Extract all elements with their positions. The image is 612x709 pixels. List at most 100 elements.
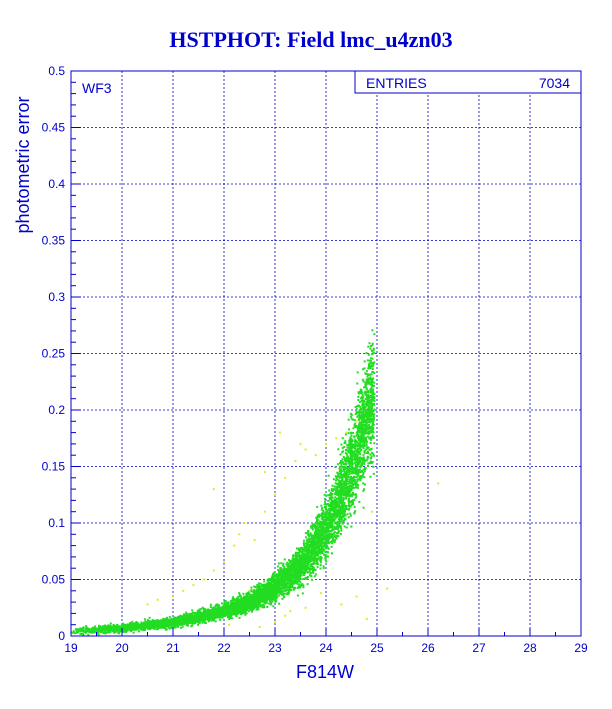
data-point — [296, 594, 299, 597]
data-point — [361, 464, 363, 467]
data-point — [250, 590, 253, 593]
data-point — [363, 445, 366, 448]
data-point — [344, 457, 346, 460]
data-point — [371, 385, 374, 388]
data-point — [279, 587, 282, 590]
data-point — [322, 509, 325, 512]
data-point — [369, 399, 371, 402]
data-point — [326, 546, 329, 549]
data-point — [158, 622, 161, 625]
data-point — [125, 629, 128, 631]
data-point — [371, 451, 374, 454]
data-point — [373, 454, 376, 457]
data-point — [362, 473, 365, 476]
data-point — [249, 608, 252, 611]
data-point — [211, 610, 214, 613]
data-point — [326, 538, 328, 541]
data-point — [318, 556, 321, 559]
data-point — [362, 439, 365, 442]
data-point — [370, 447, 373, 450]
data-point — [349, 436, 352, 439]
data-point — [362, 506, 365, 509]
data-point — [354, 445, 357, 448]
data-point — [267, 591, 270, 594]
data-point — [363, 470, 366, 473]
data-point — [345, 473, 348, 476]
data-point — [296, 577, 299, 580]
data-point — [321, 513, 324, 516]
data-point — [310, 537, 313, 539]
data-point — [343, 525, 346, 528]
data-point — [359, 460, 362, 463]
data-point — [236, 613, 239, 616]
data-point — [369, 408, 372, 411]
data-point — [357, 456, 360, 459]
data-point — [315, 518, 318, 521]
data-point — [311, 550, 314, 553]
data-point — [257, 602, 260, 605]
data-point — [306, 583, 309, 586]
data-point — [311, 578, 314, 581]
data-point — [251, 610, 253, 613]
data-point — [320, 535, 322, 538]
data-point — [336, 522, 338, 525]
data-point — [324, 558, 327, 561]
data-point — [358, 475, 361, 478]
data-point — [302, 586, 305, 589]
data-point — [310, 540, 313, 543]
data-point — [294, 553, 297, 556]
data-point — [352, 503, 355, 506]
data-point — [332, 507, 335, 510]
data-point — [351, 444, 354, 447]
data-point — [342, 509, 345, 512]
data-point — [288, 591, 291, 594]
data-point — [325, 554, 328, 557]
data-point — [359, 466, 362, 469]
data-point — [260, 600, 263, 603]
data-point — [92, 631, 95, 634]
data-point — [300, 564, 303, 567]
data-point — [344, 471, 347, 474]
data-point — [298, 572, 301, 575]
data-point — [359, 416, 362, 419]
data-point — [337, 494, 340, 497]
data-point — [343, 512, 345, 515]
data-point — [329, 515, 332, 518]
data-point — [250, 594, 253, 597]
data-point — [370, 455, 373, 458]
data-point — [365, 432, 368, 435]
data-point — [343, 480, 346, 483]
data-point — [82, 627, 85, 630]
data-point — [254, 591, 257, 593]
data-point — [299, 547, 302, 550]
data-point — [334, 466, 337, 469]
data-point — [354, 461, 356, 464]
data-point — [273, 599, 276, 602]
data-point — [363, 367, 366, 370]
data-point — [367, 419, 370, 422]
data-point — [372, 392, 375, 395]
data-point — [325, 531, 328, 534]
data-point — [361, 411, 364, 414]
data-point — [327, 494, 330, 497]
data-point — [335, 534, 338, 537]
data-point — [233, 609, 236, 612]
data-point — [344, 481, 347, 483]
data-point — [324, 523, 327, 526]
data-point — [317, 523, 320, 526]
data-point — [355, 486, 357, 489]
data-point — [341, 512, 344, 515]
data-point — [272, 572, 275, 575]
data-point — [302, 554, 305, 557]
data-point — [306, 532, 309, 535]
data-point — [286, 561, 289, 564]
data-point — [335, 526, 338, 529]
data-point — [365, 402, 368, 405]
data-point — [316, 561, 319, 564]
data-point — [366, 370, 368, 373]
data-point — [344, 472, 347, 475]
data-point — [339, 497, 342, 500]
data-point — [366, 375, 369, 378]
data-point — [276, 595, 279, 598]
data-point — [371, 418, 374, 421]
